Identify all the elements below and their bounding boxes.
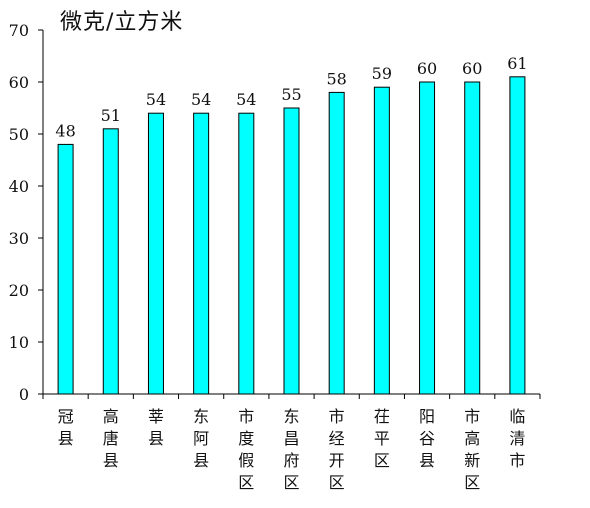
x-category-label: 市高新区 — [464, 407, 480, 492]
x-category-label: 东昌府区 — [283, 407, 299, 492]
data-label: 61 — [507, 54, 527, 73]
data-label: 51 — [101, 106, 121, 125]
data-label: 59 — [372, 64, 392, 83]
bar — [373, 86, 390, 395]
x-category-label: 临清市 — [509, 407, 525, 470]
data-label: 60 — [417, 59, 437, 78]
x-category-label: 市度假区 — [238, 407, 254, 492]
y-tick-label: 60 — [9, 73, 29, 92]
bar — [238, 112, 255, 395]
x-category-label: 东阿县 — [193, 407, 209, 470]
y-tick-label: 70 — [9, 21, 29, 40]
x-category-label: 茌平区 — [374, 407, 390, 470]
x-category-label: 阳谷县 — [419, 407, 435, 470]
y-tick-label: 50 — [9, 125, 29, 144]
y-tick-label: 10 — [9, 333, 29, 352]
data-labels: 48 51 54 54 54 55 58 59 60 60 61 — [55, 54, 527, 141]
x-category-labels: 冠县 高唐县 莘县 东阿县 市度假区 东昌府区 市经开区 茌平区 阳谷县 市高新区 临清市 — [58, 407, 526, 492]
bar — [102, 128, 119, 395]
data-label: 54 — [191, 90, 211, 109]
y-tick-label: 20 — [9, 281, 29, 300]
bar — [57, 143, 74, 395]
y-tick-label: 0 — [19, 385, 29, 404]
data-label: 60 — [462, 59, 482, 78]
data-label: 55 — [281, 85, 301, 104]
bar — [147, 112, 164, 395]
y-unit-label: 微克/立方米 — [60, 10, 184, 35]
data-label: 54 — [146, 90, 166, 109]
bar — [509, 76, 526, 395]
data-label: 54 — [236, 90, 256, 109]
bar — [193, 112, 210, 395]
data-label: 58 — [327, 69, 347, 88]
y-tick-label: 30 — [9, 229, 29, 248]
axes: 0 10 20 30 40 50 60 70 — [9, 21, 541, 404]
bar — [419, 81, 436, 395]
bar — [328, 91, 345, 395]
x-category-label: 冠县 — [58, 407, 74, 448]
bars — [57, 76, 526, 395]
x-category-label: 高唐县 — [103, 407, 119, 470]
data-label: 48 — [55, 121, 75, 140]
x-category-label: 莘县 — [148, 407, 164, 448]
x-category-label: 市经开区 — [329, 407, 345, 492]
y-tick-label: 40 — [9, 177, 29, 196]
bar — [283, 107, 300, 395]
bar — [464, 81, 481, 395]
